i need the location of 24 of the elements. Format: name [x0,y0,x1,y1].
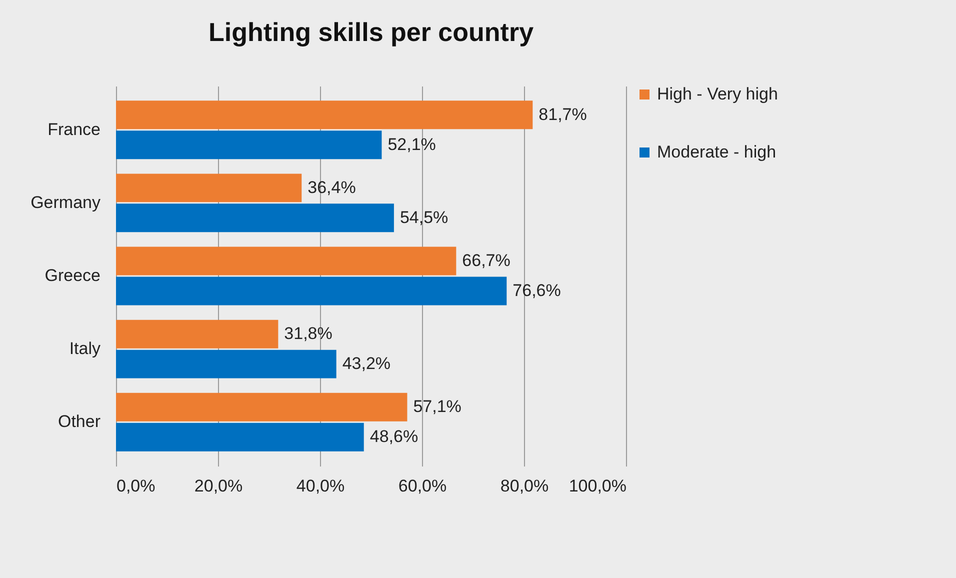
x-tick-label: 60,0% [398,476,447,496]
legend-label: Moderate - high [657,142,776,162]
data-label: 31,8% [284,324,332,344]
chart-title: Lighting skills per country [208,17,534,47]
y-tick-label: Greece [44,266,100,285]
data-label: 43,2% [342,354,391,374]
x-tick-label: 80,0% [500,476,549,496]
y-tick-label: Germany [30,192,101,212]
legend-label: High - Very high [657,84,778,104]
x-tick-label: 100,0% [568,476,626,496]
data-label: 54,5% [400,208,448,227]
data-label: 66,7% [462,251,510,270]
y-tick-label: Other [58,412,101,432]
data-label: 48,6% [370,427,418,446]
x-tick-label: 40,0% [296,476,345,496]
data-label: 52,1% [388,134,436,154]
y-tick-label: France [48,120,100,139]
x-tick-label: 20,0% [194,476,243,496]
data-label: 36,4% [308,178,356,197]
data-label: 81,7% [538,104,587,124]
x-tick-label: 0,0% [116,476,156,496]
y-tick-label: Italy [69,339,101,358]
data-label: 76,6% [512,280,561,300]
data-label: 57,1% [413,397,462,416]
